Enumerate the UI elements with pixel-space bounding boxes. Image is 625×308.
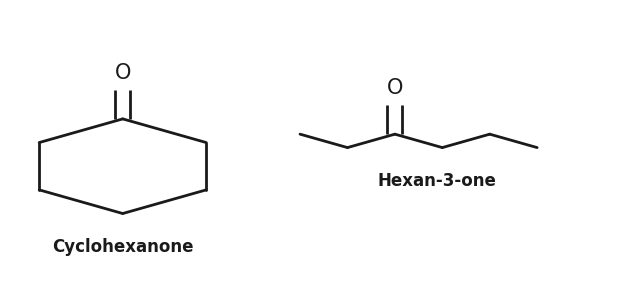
Text: O: O bbox=[114, 63, 131, 83]
Text: Hexan-3-one: Hexan-3-one bbox=[378, 172, 497, 190]
Text: O: O bbox=[387, 79, 403, 99]
Text: Cyclohexanone: Cyclohexanone bbox=[52, 238, 194, 256]
